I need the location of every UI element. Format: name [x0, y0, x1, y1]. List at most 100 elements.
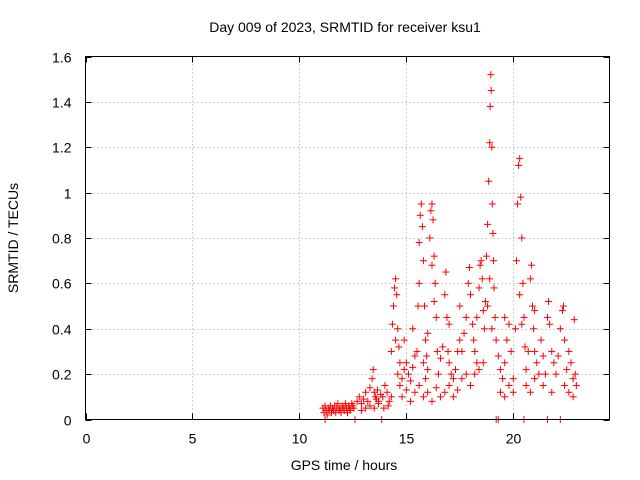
x-tick-label: 5	[189, 431, 197, 447]
data-point	[552, 370, 560, 378]
data-point	[462, 370, 470, 378]
data-point	[539, 381, 547, 389]
data-point	[490, 284, 498, 292]
data-point	[394, 370, 402, 378]
data-point	[483, 252, 491, 260]
data-point	[521, 343, 529, 351]
data-point	[424, 329, 432, 337]
data-point	[558, 307, 566, 315]
data-point	[381, 381, 389, 389]
data-point	[530, 325, 538, 333]
data-point	[422, 336, 430, 344]
data-point	[400, 366, 408, 374]
data-point	[334, 400, 342, 408]
data-point	[430, 252, 438, 260]
data-point	[570, 316, 578, 324]
data-point	[456, 302, 464, 310]
data-point	[519, 279, 527, 287]
data-point	[569, 393, 577, 401]
data-point	[473, 359, 481, 367]
data-point	[441, 388, 449, 396]
data-point	[350, 404, 358, 412]
data-point	[430, 298, 438, 306]
data-point	[526, 388, 534, 396]
data-point	[362, 388, 370, 396]
data-point	[479, 359, 487, 367]
data-point	[514, 200, 522, 208]
data-point	[486, 102, 494, 110]
data-point	[484, 220, 492, 228]
x-tick-label: 10	[292, 431, 308, 447]
data-point	[407, 397, 415, 405]
data-point	[529, 302, 537, 310]
data-point	[561, 336, 569, 344]
x-tick-label: 15	[399, 431, 415, 447]
data-point	[416, 211, 424, 219]
data-point	[398, 375, 406, 383]
x-axis-label: GPS time / hours	[291, 457, 398, 473]
data-point	[456, 336, 464, 344]
y-tick-label: 0.8	[52, 231, 72, 247]
data-point	[531, 307, 539, 315]
data-point	[473, 313, 481, 321]
data-point	[424, 366, 432, 374]
data-point	[400, 336, 408, 344]
data-point	[565, 388, 573, 396]
data-point	[475, 284, 483, 292]
data-points	[319, 71, 580, 423]
data-point	[490, 257, 498, 265]
data-point	[518, 234, 526, 242]
data-point	[394, 325, 402, 333]
data-point	[427, 207, 435, 215]
data-point	[388, 320, 396, 328]
data-point	[452, 366, 460, 374]
data-point	[384, 402, 392, 410]
data-point	[404, 370, 412, 378]
data-point	[449, 375, 457, 383]
data-point	[366, 384, 374, 392]
data-point	[469, 320, 477, 328]
data-point	[380, 404, 388, 412]
data-point	[496, 366, 504, 374]
data-point	[516, 291, 524, 299]
data-point	[515, 161, 523, 169]
data-point	[357, 406, 365, 414]
data-point	[543, 313, 551, 321]
data-point	[422, 375, 430, 383]
x-tick-label: 0	[83, 431, 91, 447]
data-point	[531, 375, 539, 383]
data-point	[419, 359, 427, 367]
data-point	[517, 193, 525, 201]
data-point	[527, 261, 535, 269]
data-point	[475, 366, 483, 374]
data-point	[411, 352, 419, 360]
data-point	[431, 279, 439, 287]
data-point	[441, 291, 449, 299]
data-point	[447, 370, 455, 378]
data-point	[389, 302, 397, 310]
data-point	[466, 381, 474, 389]
data-point	[479, 307, 487, 315]
data-point	[554, 352, 562, 360]
chart-title: Day 009 of 2023, SRMTID for receiver ksu…	[209, 19, 481, 35]
data-point	[366, 402, 374, 410]
data-point	[476, 261, 484, 269]
data-point	[561, 381, 569, 389]
y-tick-label: 1.4	[52, 95, 72, 111]
data-point	[460, 329, 468, 337]
data-point	[560, 302, 568, 310]
data-point	[480, 325, 488, 333]
data-point	[393, 291, 401, 299]
data-point	[445, 320, 453, 328]
data-point	[531, 347, 539, 355]
data-point	[449, 393, 457, 401]
data-point	[357, 400, 365, 408]
data-point	[417, 200, 425, 208]
data-point	[387, 393, 395, 401]
data-point	[550, 359, 558, 367]
data-point	[423, 352, 431, 360]
data-point	[445, 381, 453, 389]
gridlines	[85, 56, 610, 420]
data-point	[383, 388, 391, 396]
